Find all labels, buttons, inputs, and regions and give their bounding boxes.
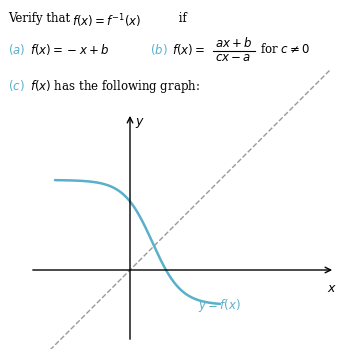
Text: Verify that: Verify that bbox=[8, 12, 74, 25]
Text: $cx - a$: $cx - a$ bbox=[215, 51, 251, 64]
Text: for $c \neq 0$: for $c \neq 0$ bbox=[260, 42, 310, 56]
Text: $(a)$: $(a)$ bbox=[8, 42, 25, 57]
Text: $ax + b$: $ax + b$ bbox=[215, 36, 252, 50]
Text: $y$: $y$ bbox=[135, 116, 145, 130]
Text: $f(x) = f^{-1}(x)$: $f(x) = f^{-1}(x)$ bbox=[72, 12, 141, 30]
Text: if: if bbox=[175, 12, 187, 25]
Text: $f(x) = -x + b$: $f(x) = -x + b$ bbox=[30, 42, 110, 57]
Text: $f(x)$ has the following graph:: $f(x)$ has the following graph: bbox=[30, 78, 200, 95]
Text: $(c)$: $(c)$ bbox=[8, 78, 25, 93]
Text: $f(x) =$: $f(x) =$ bbox=[172, 42, 205, 57]
Text: $y = f(x)$: $y = f(x)$ bbox=[198, 297, 241, 314]
Text: $x$: $x$ bbox=[327, 282, 337, 295]
Text: $(b)$: $(b)$ bbox=[150, 42, 168, 57]
